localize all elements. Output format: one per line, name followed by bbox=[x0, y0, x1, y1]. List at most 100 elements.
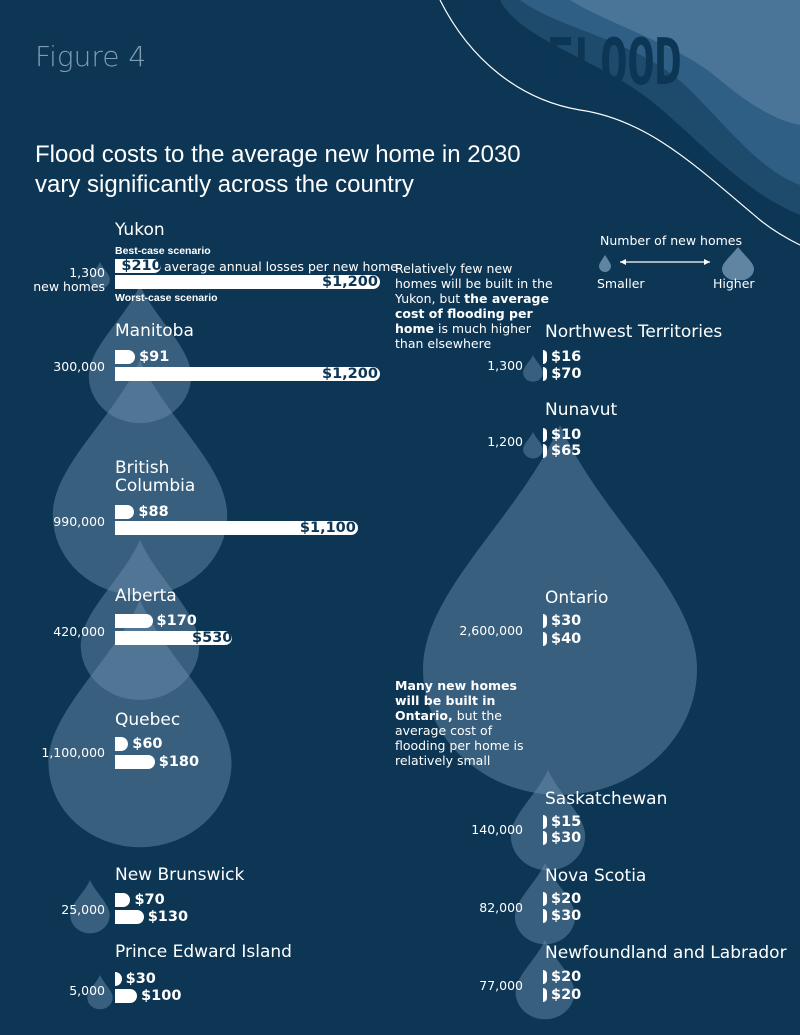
region-name-alberta: Alberta bbox=[115, 586, 177, 606]
bar-best-northwest-territories bbox=[543, 350, 547, 364]
bar-label-best-alberta: $170 bbox=[156, 613, 197, 629]
bar-label-worst-quebec: $180 bbox=[158, 754, 200, 770]
homes-count-newfoundland-and-labrador: 77,000 bbox=[479, 978, 523, 993]
homes-count-yukon: 1,300 bbox=[69, 265, 105, 280]
bar-label-best-yukon: $210 bbox=[121, 258, 162, 274]
legend-small-drop-icon bbox=[599, 255, 611, 272]
drop-saskatchewan bbox=[510, 770, 586, 871]
drop-yukon bbox=[90, 262, 110, 289]
region-name-british-columbia: British Columbia bbox=[115, 458, 196, 496]
headline-line-2: vary significantly across the country bbox=[35, 171, 414, 198]
legend-title: Number of new homes bbox=[600, 233, 742, 248]
ontario-annotation: Many new homes will be built in Ontario,… bbox=[395, 678, 545, 768]
region-name-ontario: Ontario bbox=[545, 588, 609, 608]
bar-best-nunavut bbox=[543, 428, 547, 442]
homes-count-manitoba: 300,000 bbox=[53, 359, 105, 374]
bar-best-saskatchewan bbox=[543, 815, 547, 829]
homes-count-ontario: 2,600,000 bbox=[459, 623, 523, 638]
bar-label-worst-yukon: $1,200 bbox=[322, 274, 378, 290]
bar-worst-quebec bbox=[115, 755, 155, 769]
drop-prince-edward-island bbox=[87, 975, 113, 1010]
bar-label-worst-newfoundland-and-labrador: $20 bbox=[551, 987, 582, 1003]
legend-smaller: Smaller bbox=[597, 276, 645, 291]
yukon-annotation-bold: the average cost of flooding per home bbox=[395, 291, 549, 336]
figure-label: Figure 4 bbox=[35, 40, 147, 73]
region-name-nova-scotia: Nova Scotia bbox=[545, 866, 647, 886]
bar-worst-northwest-territories bbox=[543, 367, 548, 381]
worst-case-label: Worst-case scenario bbox=[115, 292, 218, 304]
drop-northwest-territories bbox=[523, 355, 543, 382]
homes-count-nova-scotia: 82,000 bbox=[479, 900, 523, 915]
legend-arrow-left-icon bbox=[620, 259, 626, 265]
bar-label-worst-manitoba: $1,200 bbox=[322, 366, 378, 382]
bar-worst-yukon bbox=[115, 275, 380, 289]
bar-label-best-manitoba: $91 bbox=[139, 349, 170, 365]
bar-label-worst-ontario: $40 bbox=[551, 631, 582, 647]
region-name-newfoundland-and-labrador: Newfoundland and Labrador bbox=[545, 943, 787, 963]
bar-label-best-british-columbia: $88 bbox=[138, 504, 169, 520]
homes-count-british-columbia: 990,000 bbox=[53, 514, 105, 529]
bar-label-worst-prince-edward-island: $100 bbox=[141, 988, 182, 1004]
homes-sub-yukon: new homes bbox=[33, 279, 105, 294]
bar-worst-saskatchewan bbox=[543, 831, 547, 845]
bar-label-best-nunavut: $10 bbox=[551, 427, 582, 443]
bar-label-best-saskatchewan: $15 bbox=[551, 814, 582, 830]
bar-label-best-northwest-territories: $16 bbox=[551, 349, 582, 365]
bar-best-british-columbia bbox=[115, 505, 135, 519]
bar-best-yukon bbox=[115, 259, 162, 273]
bar-worst-manitoba bbox=[115, 367, 380, 381]
bar-label-best-new-brunswick: $70 bbox=[134, 892, 165, 908]
legend-arrow-right-icon bbox=[704, 259, 710, 265]
homes-count-new-brunswick: 25,000 bbox=[61, 902, 105, 917]
legend-higher: Higher bbox=[713, 276, 755, 291]
bar-label-best-quebec: $60 bbox=[132, 736, 163, 752]
bar-worst-alberta bbox=[115, 631, 233, 645]
drop-ontario bbox=[423, 425, 697, 795]
bar-label-best-ontario: $30 bbox=[551, 613, 582, 629]
bar-best-new-brunswick bbox=[115, 893, 131, 907]
bar-best-nova-scotia bbox=[543, 892, 547, 906]
average-losses-text: average annual losses per new home bbox=[164, 259, 398, 274]
legend-large-drop-icon bbox=[722, 247, 754, 280]
bar-best-prince-edward-island bbox=[115, 972, 122, 986]
region-name-new-brunswick: New Brunswick bbox=[115, 865, 245, 885]
region-name-saskatchewan: Saskatchewan bbox=[545, 789, 668, 809]
bar-label-worst-alberta: $530 bbox=[192, 630, 233, 646]
bar-worst-newfoundland-and-labrador bbox=[543, 988, 547, 1002]
bar-worst-prince-edward-island bbox=[115, 989, 138, 1003]
homes-count-saskatchewan: 140,000 bbox=[471, 822, 523, 837]
bar-worst-new-brunswick bbox=[115, 910, 144, 924]
bar-worst-ontario bbox=[543, 632, 547, 646]
bar-worst-nunavut bbox=[543, 444, 547, 458]
bar-label-best-prince-edward-island: $30 bbox=[125, 971, 156, 987]
region-name-manitoba: Manitoba bbox=[115, 321, 194, 341]
drop-manitoba bbox=[88, 285, 192, 424]
bar-worst-nova-scotia bbox=[543, 909, 547, 923]
ontario-annotation-bold: Many new homes will be built in Ontario, bbox=[395, 678, 517, 723]
homes-count-alberta: 420,000 bbox=[53, 624, 105, 639]
bar-label-worst-saskatchewan: $30 bbox=[551, 830, 582, 846]
drop-quebec bbox=[48, 600, 232, 848]
drop-british-columbia bbox=[52, 360, 228, 596]
flood-title: FLOOD bbox=[546, 26, 682, 100]
region-name-quebec: Quebec bbox=[115, 710, 181, 730]
bar-label-best-newfoundland-and-labrador: $20 bbox=[551, 969, 582, 985]
homes-count-northwest-territories: 1,300 bbox=[487, 358, 523, 373]
bar-label-worst-nunavut: $65 bbox=[551, 443, 582, 459]
region-name-yukon: Yukon bbox=[115, 220, 165, 240]
bar-best-quebec bbox=[115, 737, 129, 751]
region-name-northwest-territories: Northwest Territories bbox=[545, 322, 723, 342]
legend-graphic bbox=[599, 247, 754, 280]
bar-label-worst-northwest-territories: $70 bbox=[551, 366, 582, 382]
bar-label-best-nova-scotia: $20 bbox=[551, 891, 582, 907]
bar-worst-british-columbia bbox=[115, 521, 358, 535]
bar-best-ontario bbox=[543, 614, 547, 628]
homes-count-quebec: 1,100,000 bbox=[41, 745, 105, 760]
bar-best-newfoundland-and-labrador bbox=[543, 970, 547, 984]
yukon-annotation: Relatively few new homes will be built i… bbox=[395, 261, 555, 351]
bar-label-worst-british-columbia: $1,100 bbox=[299, 520, 356, 536]
drop-new-brunswick bbox=[70, 880, 110, 934]
region-name-prince-edward-island: Prince Edward Island bbox=[115, 942, 292, 962]
